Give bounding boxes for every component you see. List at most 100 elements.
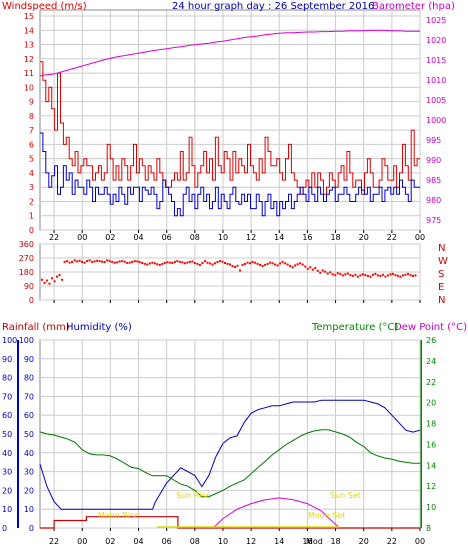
humidity-ytick-label: 30 (24, 468, 34, 477)
humidity-ytick-label: 0 (29, 524, 34, 533)
direction-point (103, 261, 106, 264)
wind-xtick-label: 22 (49, 233, 59, 242)
temperature-ytick-label: 18 (426, 420, 436, 429)
direction-point (76, 260, 79, 263)
direction-point (401, 274, 404, 277)
temperature-ytick-label: 20 (426, 399, 436, 408)
direction-point (304, 265, 307, 268)
direction-point (289, 265, 292, 268)
direction-point (366, 274, 369, 277)
direction-point (319, 271, 322, 274)
temperature-ytick-label: 12 (426, 482, 436, 491)
barometer-ytick-label: 1015 (426, 56, 446, 65)
direction-point (241, 264, 244, 266)
direction-point (346, 272, 349, 275)
compass-label: W (438, 256, 448, 267)
marks-layer (39, 29, 421, 529)
direction-point (336, 272, 339, 275)
direction-point (231, 265, 234, 268)
windspeed-axis-title: Windspeed (m/s) (2, 1, 87, 12)
direction-point (203, 260, 206, 263)
direction-point (163, 261, 166, 264)
direction-point (216, 261, 219, 264)
rainfall-ytick-label: 100 (2, 336, 17, 345)
direction-point (271, 262, 274, 265)
climate-xtick-label: 02 (105, 537, 115, 546)
moon-phase-label: Mod (306, 537, 323, 546)
climate-xtick-label: 08 (190, 537, 200, 546)
moon-rise-label: Moon Rise (98, 511, 139, 520)
direction-ytick-label: 0 (29, 296, 34, 305)
direction-point (281, 260, 284, 263)
direction-point (138, 261, 141, 264)
wind-xtick-label: 08 (190, 233, 200, 242)
direction-point (53, 280, 56, 283)
temperature-ytick-label: 10 (426, 503, 436, 512)
humidity-ytick-label: 60 (24, 411, 34, 420)
humidity-ytick-label: 70 (24, 392, 34, 401)
direction-point (101, 260, 104, 263)
direction-point (299, 262, 302, 265)
temperature-ytick-label: 8 (426, 524, 431, 533)
barometer-series-line (39, 29, 420, 77)
rainfall-ytick-label: 80 (2, 374, 12, 383)
humidity-ytick-label: 40 (24, 449, 34, 458)
direction-point (106, 259, 109, 262)
rainfall-ytick-label: 90 (2, 355, 12, 364)
direction-point (158, 264, 161, 266)
direction-point (83, 261, 86, 264)
direction-point (66, 260, 69, 263)
direction-point (98, 260, 101, 263)
wind-ytick-label: 5 (29, 155, 34, 164)
climate-xtick-label: 04 (133, 537, 143, 546)
direction-point (296, 263, 299, 266)
sun-set-label: Sun Set (330, 491, 361, 500)
graph-title: 24 hour graph day : 26 September 2016 (172, 1, 374, 12)
direction-point (331, 273, 334, 276)
direction-point (279, 262, 282, 265)
direction-point (223, 261, 226, 264)
direction-point (384, 275, 387, 278)
direction-point (391, 272, 394, 275)
dewpoint-axis-title: Dew Point (°C) (394, 322, 467, 333)
direction-point (121, 260, 124, 263)
moon-arc-line (212, 497, 341, 529)
direction-point (128, 261, 131, 264)
direction-point (274, 263, 277, 266)
direction-point (359, 274, 362, 277)
direction-point (381, 273, 384, 276)
temperature-ytick-label: 22 (426, 378, 436, 387)
direction-point (246, 261, 249, 264)
direction-point (63, 260, 66, 263)
direction-point (369, 275, 372, 278)
gust-series-line (40, 132, 420, 217)
direction-point (311, 268, 314, 271)
direction-point (73, 259, 76, 262)
direction-point (151, 261, 154, 264)
climate-xtick-label: 22 (49, 537, 59, 546)
direction-point (356, 275, 359, 278)
direction-point (198, 264, 201, 266)
direction-point (56, 275, 59, 278)
direction-point (409, 274, 412, 277)
direction-ytick-label: 90 (24, 282, 34, 291)
barometer-ytick-label: 990 (426, 156, 441, 165)
direction-point (324, 270, 327, 273)
direction-ytick-label: 360 (19, 240, 34, 249)
direction-point (68, 261, 71, 264)
direction-point (201, 261, 204, 264)
climate-xtick-label: 14 (274, 537, 284, 546)
direction-point (316, 269, 319, 272)
direction-point (78, 259, 81, 262)
humidity-axis-title: Humidity (%) (66, 322, 132, 333)
wind-ytick-label: 14 (24, 26, 34, 35)
direction-point (254, 261, 257, 264)
direction-point (374, 272, 377, 275)
wind-ytick-label: 12 (24, 55, 34, 64)
rainfall-ytick-label: 20 (2, 486, 12, 495)
humidity-series-line (39, 399, 421, 510)
wind-ytick-label: 8 (29, 112, 34, 121)
wind-xtick-label: 18 (330, 233, 340, 242)
wind-xtick-label: 02 (105, 233, 115, 242)
direction-point (143, 262, 146, 265)
